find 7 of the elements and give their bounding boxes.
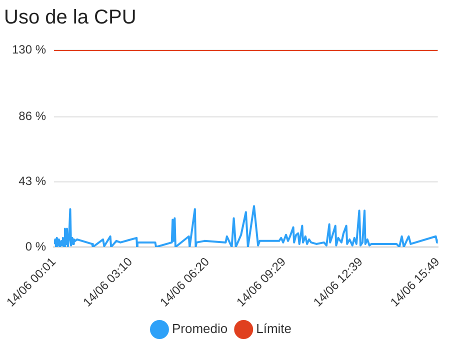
legend-label: Límite [256, 321, 292, 336]
y-tick-label: 43 % [18, 174, 46, 188]
y-tick-label: 0 % [25, 239, 46, 254]
y-tick-label: 86 % [18, 108, 46, 123]
chart-title: Uso de la CPU [4, 6, 136, 29]
legend-label: Promedio [172, 321, 228, 336]
y-tick-label: 130 % [12, 42, 46, 56]
